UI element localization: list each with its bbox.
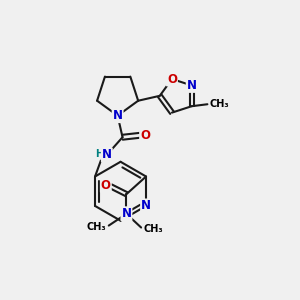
Text: O: O [140, 129, 150, 142]
Text: O: O [167, 73, 177, 85]
Text: O: O [101, 179, 111, 192]
Text: H: H [95, 149, 103, 159]
Text: N: N [102, 148, 112, 161]
Text: N: N [141, 200, 151, 212]
Text: CH₃: CH₃ [209, 99, 229, 109]
Text: N: N [122, 207, 131, 220]
Text: CH₃: CH₃ [86, 222, 106, 232]
Text: N: N [112, 109, 123, 122]
Text: N: N [187, 79, 197, 92]
Text: CH₃: CH₃ [143, 224, 163, 233]
